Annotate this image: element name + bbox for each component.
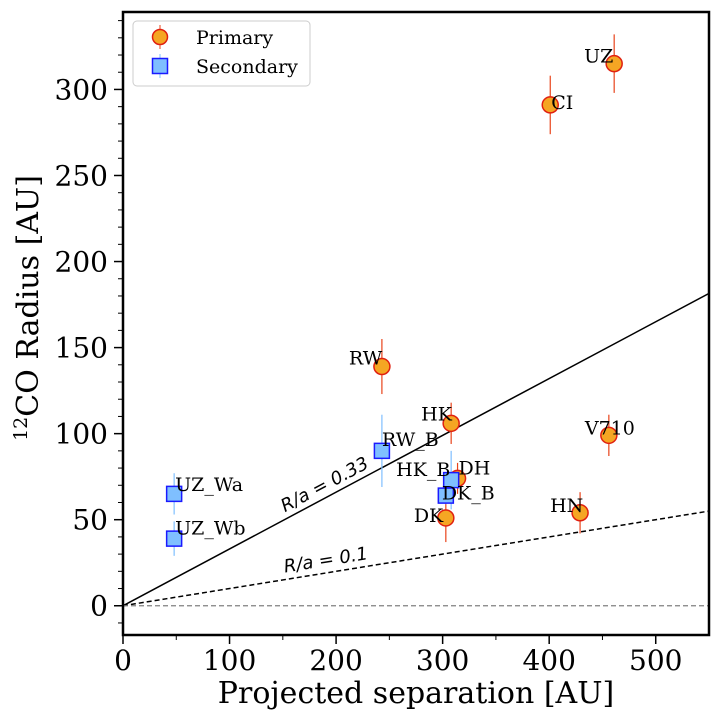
y-tick-label: 150 [55,332,108,365]
x-axis: 0 100 200 300 400 500 [114,635,682,677]
y-tick-label: 250 [55,159,108,192]
point-label-rw: RW [349,348,383,370]
x-tick-label: 500 [629,644,682,677]
x-tick-label: 400 [522,644,575,677]
point-label-dk: DK [414,505,444,527]
x-tick-label: 200 [309,644,362,677]
reference-line-r-a-0-1 [123,510,709,607]
marker-uz-wa [165,485,183,503]
point-label-rw-b: RW_B [382,429,439,451]
point-label-v710: V710 [584,417,635,439]
point-label-uz-wb: UZ_Wb [175,518,245,540]
point-label-hn: HN [550,495,583,517]
reference-lines [123,292,709,607]
legend-primary-label: Primary [196,27,273,49]
point-label-uz-wa: UZ_Wa [175,474,243,496]
x-tick-label: 300 [416,644,469,677]
marker-dk-b [437,487,455,504]
marker-rw [373,357,391,376]
y-tick-label: 200 [55,246,108,279]
markers [165,54,623,547]
y-axis: 0 50 100 150 200 250 300 [55,20,123,624]
plot-frame [121,10,711,637]
x-tick-label: 100 [203,644,256,677]
point-label-dh: DH [459,457,491,479]
y-axis-label-text: CO Radius [AU] [11,175,46,417]
y-axis-label-superscript: 12 [10,417,32,441]
y-tick-label: 300 [55,73,108,106]
point-label-hk-b: HK_B [396,459,450,481]
marker-dk [437,509,455,527]
legend: Primary Secondary [132,20,311,87]
marker-v710 [600,426,618,445]
point-label-hk: HK [421,403,453,425]
legend-secondary-marker [151,57,169,75]
point-labels: UZ CI RW HK V710 DH DK HN RW_B UZ_Wa UZ_Wb HK_BDK_B [175,46,635,540]
x-axis-label: Projected separation [AU] [218,676,614,711]
marker-uz-wb [165,530,183,547]
marker-hk [442,414,460,433]
marker-rw-b [373,442,391,460]
marker-uz [605,54,623,73]
legend-secondary-label: Secondary [196,56,298,78]
y-tick-label: 50 [72,504,108,537]
point-label-dk-b: DK_B [442,483,495,505]
point-label-uz: UZ [584,46,613,68]
point-label-ci: CI [551,92,573,114]
legend-primary-marker [151,28,169,46]
y-axis-label: 12CO Radius [AU] [10,175,46,441]
x-tick-label: 0 [114,644,132,677]
marker-hn [571,504,589,522]
reference-line-r-a-0-33 [123,292,709,607]
marker-ci [541,96,559,114]
y-tick-label: 0 [90,590,108,623]
legend-box [132,20,311,87]
y-tick-label: 100 [55,418,108,451]
